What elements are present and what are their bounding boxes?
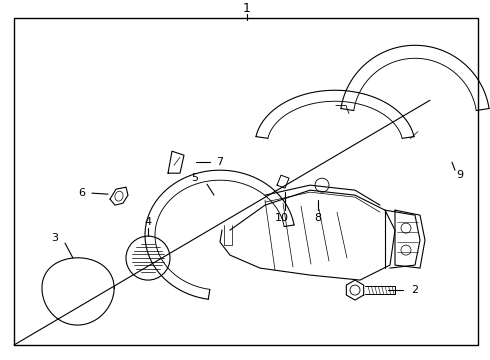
Text: 8: 8 bbox=[315, 213, 321, 223]
Text: 9: 9 bbox=[457, 170, 464, 180]
Text: 10: 10 bbox=[275, 213, 289, 223]
Text: 6: 6 bbox=[78, 188, 85, 198]
Text: 1: 1 bbox=[243, 2, 251, 15]
Text: 5: 5 bbox=[192, 173, 198, 183]
Text: 3: 3 bbox=[51, 233, 58, 243]
Text: 2: 2 bbox=[412, 285, 418, 295]
Text: 7: 7 bbox=[217, 157, 223, 167]
Text: 4: 4 bbox=[145, 217, 151, 227]
